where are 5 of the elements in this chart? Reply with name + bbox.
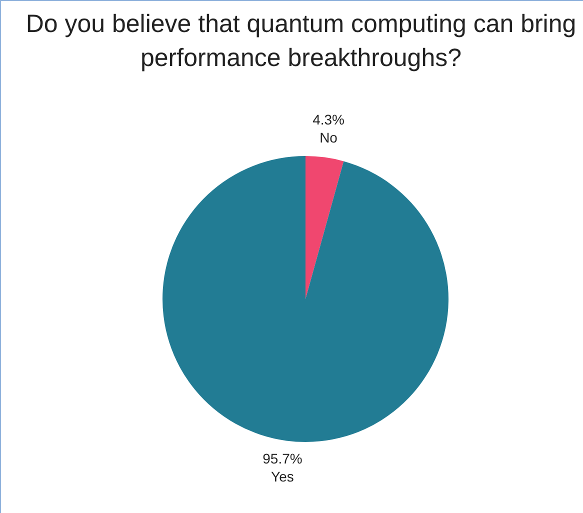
slice-label: Yes	[271, 468, 294, 484]
slice-label: No	[320, 129, 338, 146]
data-label: 95.7%	[262, 450, 302, 466]
chart-title: Do you believe that quantum computing can bring performance breakthroughs?	[24, 9, 578, 74]
data-label: 4.3%	[312, 111, 344, 128]
